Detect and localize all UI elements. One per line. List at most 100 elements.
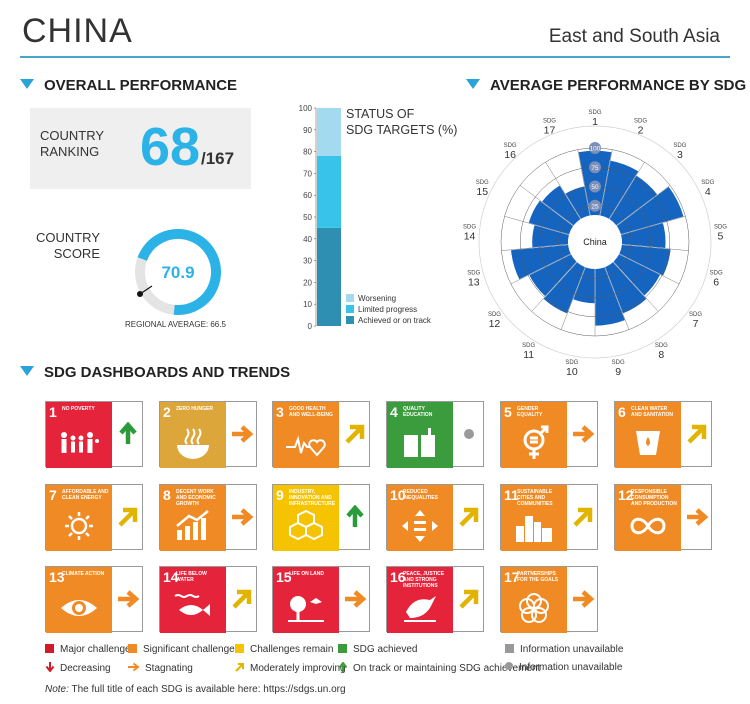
radar-category-number: 4 <box>705 186 711 198</box>
sdg-tile-12: 12 RESPONSIBLE CONSUMPTION AND PRODUCTION <box>614 484 712 551</box>
sdg-color-square: 14 LIFE BELOW WATER <box>160 567 226 633</box>
radar-category-prefix: SDG <box>522 343 535 349</box>
stack-segment <box>317 227 341 326</box>
ranking-label-line1: COUNTRY <box>40 128 105 143</box>
y-tick-label: 50 <box>303 213 312 222</box>
radar-category-prefix: SDG <box>655 343 668 349</box>
radar-outer-ring <box>478 125 712 359</box>
down-arrow-icon <box>45 662 55 673</box>
trend-diag-arrow-icon <box>573 507 593 527</box>
radar-category-number: 3 <box>677 149 683 161</box>
ranking-total: /167 <box>201 149 235 168</box>
trend-diag-arrow-icon <box>118 507 138 527</box>
regional-average: REGIONAL AVERAGE: 66.5 <box>125 320 226 329</box>
sdg-tile-3: 3 GOOD HEALTH AND WELL-BEING <box>272 401 370 468</box>
legend-stagnating: Stagnating <box>128 662 193 674</box>
radar-category-prefix: SDG <box>710 270 723 276</box>
sdg-color-square: 8 DECENT WORK AND ECONOMIC GROWTH <box>160 485 226 551</box>
trend-right-arrow-icon <box>232 425 254 443</box>
sdg-tile-7: 7 AFFORDABLE AND CLEAN ENERGY <box>45 484 143 551</box>
sdg-tile-14: 14 LIFE BELOW WATER <box>159 566 257 633</box>
ranking-label-line2: RANKING <box>40 144 100 159</box>
sdg-color-square: 1 NO POVERTY <box>46 402 112 468</box>
stack-segment <box>317 155 341 228</box>
radar-category-prefix: SDG <box>701 180 714 186</box>
sdg-title: LIFE BELOW WATER <box>176 571 207 583</box>
radar-category-number: 7 <box>693 318 699 330</box>
dove-icon <box>404 596 436 622</box>
growth-icon <box>176 510 209 540</box>
legend-info-label: Information unavailable <box>520 644 624 655</box>
trend-diag-arrow-icon <box>459 589 479 609</box>
heartbeat-icon <box>286 435 326 457</box>
red-swatch <box>45 644 54 653</box>
overall-performance-heading: OVERALL PERFORMANCE <box>20 77 237 94</box>
equal-icon <box>402 510 438 542</box>
sdg-number: 2 <box>163 404 171 420</box>
sdg-tile-6: 6 CLEAN WATER AND SANITATION <box>614 401 712 468</box>
score-label-line2: SCORE <box>53 246 100 261</box>
trend-right-arrow-icon <box>573 590 595 608</box>
legend-label: Limited progress <box>358 305 417 314</box>
radar-spoke <box>603 161 645 228</box>
radar-spoke <box>606 254 659 312</box>
ranking-box <box>30 108 251 189</box>
trend-dot-arrow-icon <box>464 429 474 439</box>
radar-category-prefix: SDG <box>714 224 727 230</box>
trend-diag-arrow-icon <box>232 589 252 609</box>
sdg-color-square: 12 RESPONSIBLE CONSUMPTION AND PRODUCTION <box>615 485 681 551</box>
y-tick-label: 40 <box>303 235 312 244</box>
right-arrow-icon <box>128 662 140 672</box>
ring-value-badge <box>589 142 601 154</box>
rings-icon <box>519 593 549 623</box>
stack-segment <box>317 108 341 156</box>
legend-ontrack-label: On track or maintaining SDG achievement <box>353 663 541 674</box>
dashboards-heading: SDG DASHBOARDS AND TRENDS <box>20 364 290 381</box>
grey-dot-icon <box>505 662 513 670</box>
average-performance-title: AVERAGE PERFORMANCE BY SDG <box>490 77 747 94</box>
y-tick-label: 0 <box>308 322 313 331</box>
radar-category-prefix: SDG <box>689 312 702 318</box>
legend-stagnating-label: Stagnating <box>145 663 193 674</box>
sdg-number: 14 <box>163 569 179 585</box>
city-icon <box>516 516 552 542</box>
radar-category-number: 16 <box>504 149 516 161</box>
sdg-tile-4: 4 QUALITY EDUCATION <box>386 401 484 468</box>
triangle-bullet-icon <box>20 79 34 89</box>
sdg-title: PARTNERSHIPS FOR THE GOALS <box>517 571 559 583</box>
radar-category-number: 11 <box>523 349 534 361</box>
sdg-color-square: 9 INDUSTRY, INNOVATION AND INFRASTRUCTURE <box>273 485 339 551</box>
radar-category-number: 14 <box>464 230 476 242</box>
sdg-tile-5: 5 GENDER EQUALITY <box>500 401 598 468</box>
legend-swatch <box>346 294 354 302</box>
sdg-tile-17: 17 PARTNERSHIPS FOR THE GOALS <box>500 566 598 633</box>
legend-improving-label: Moderately improving <box>250 663 346 674</box>
trend-diag-arrow-icon <box>459 507 479 527</box>
radar-spoke <box>610 249 680 285</box>
legend-info2: Information unavailable <box>505 662 622 673</box>
legend-achieved-label: SDG achieved <box>353 644 418 655</box>
y-tick-label: 30 <box>303 257 312 266</box>
ring-value-label: 100 <box>590 146 601 153</box>
sdg-title: CLEAN WATER AND SANITATION <box>631 406 674 418</box>
footnote-label: Note: <box>45 684 69 695</box>
trend-up-arrow-icon <box>119 422 137 444</box>
bowl-icon <box>177 428 209 459</box>
sdg-title: INDUSTRY, INNOVATION AND INFRASTRUCTURE <box>289 489 336 507</box>
legend-label: Achieved or on track <box>358 316 432 325</box>
tree-icon <box>288 596 324 622</box>
gender-icon <box>523 425 549 459</box>
ring-value-badge <box>589 199 601 212</box>
score-value: 70.9 <box>161 263 194 282</box>
sdg-title: GENDER EQUALITY <box>517 406 543 418</box>
legend-decreasing-label: Decreasing <box>60 663 111 674</box>
sdg-tile-15: 15 LIFE ON LAND <box>272 566 370 633</box>
legend-significant: Significant challenges <box>128 644 240 655</box>
legend-remain: Challenges remain <box>235 644 333 655</box>
dashboards-title: SDG DASHBOARDS AND TRENDS <box>44 364 291 381</box>
trend-right-arrow-icon <box>118 590 140 608</box>
trend-diag-arrow-icon <box>687 424 707 444</box>
sdg-number: 9 <box>276 487 284 503</box>
sdg-color-square: 15 LIFE ON LAND <box>273 567 339 633</box>
sdg-number: 15 <box>276 569 292 585</box>
